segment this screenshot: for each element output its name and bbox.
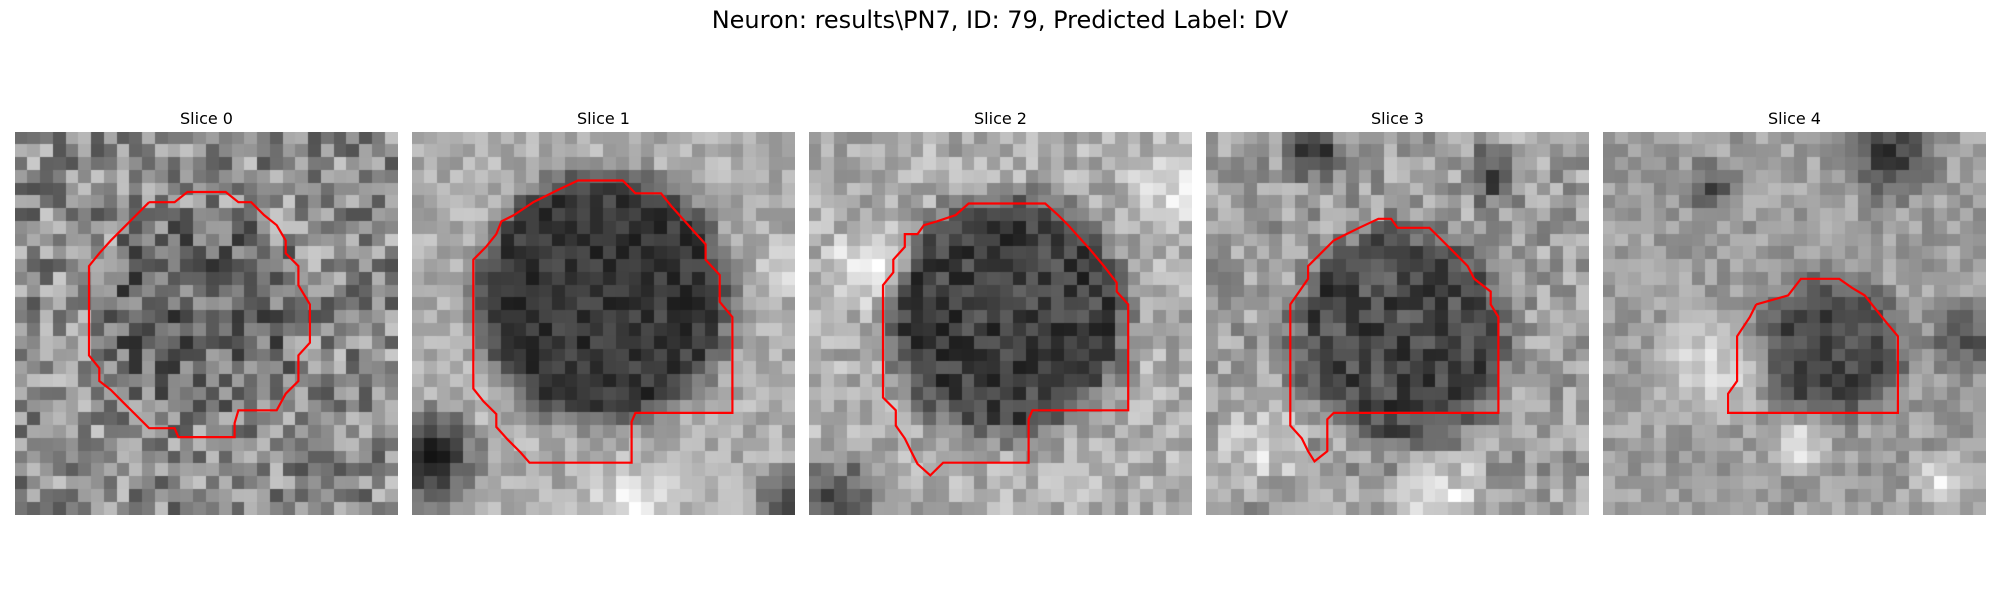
slice-panel-3: Slice 3 bbox=[1206, 108, 1589, 515]
slice-panel-4: Slice 4 bbox=[1603, 108, 1986, 515]
contour-overlay-2 bbox=[809, 132, 1192, 515]
contour-overlay-0 bbox=[15, 132, 398, 515]
segmentation-contour bbox=[883, 204, 1128, 476]
contour-overlay-4 bbox=[1603, 132, 1986, 515]
segmentation-contour bbox=[1728, 279, 1898, 413]
slice-image-2 bbox=[809, 132, 1192, 515]
contour-overlay-1 bbox=[412, 132, 795, 515]
slice-image-1 bbox=[412, 132, 795, 515]
segmentation-contour bbox=[473, 181, 732, 463]
figure-title: Neuron: results\PN7, ID: 79, Predicted L… bbox=[0, 6, 2000, 34]
slice-title-0: Slice 0 bbox=[15, 108, 398, 130]
slice-image-3 bbox=[1206, 132, 1589, 515]
slice-image-0 bbox=[15, 132, 398, 515]
slice-panel-0: Slice 0 bbox=[15, 108, 398, 515]
slice-panel-2: Slice 2 bbox=[809, 108, 1192, 515]
segmentation-contour bbox=[1290, 219, 1498, 462]
slice-title-4: Slice 4 bbox=[1603, 108, 1986, 130]
slice-title-3: Slice 3 bbox=[1206, 108, 1589, 130]
segmentation-contour bbox=[89, 192, 310, 437]
slice-panel-1: Slice 1 bbox=[412, 108, 795, 515]
slice-title-1: Slice 1 bbox=[412, 108, 795, 130]
slice-image-4 bbox=[1603, 132, 1986, 515]
slice-title-2: Slice 2 bbox=[809, 108, 1192, 130]
contour-overlay-3 bbox=[1206, 132, 1589, 515]
